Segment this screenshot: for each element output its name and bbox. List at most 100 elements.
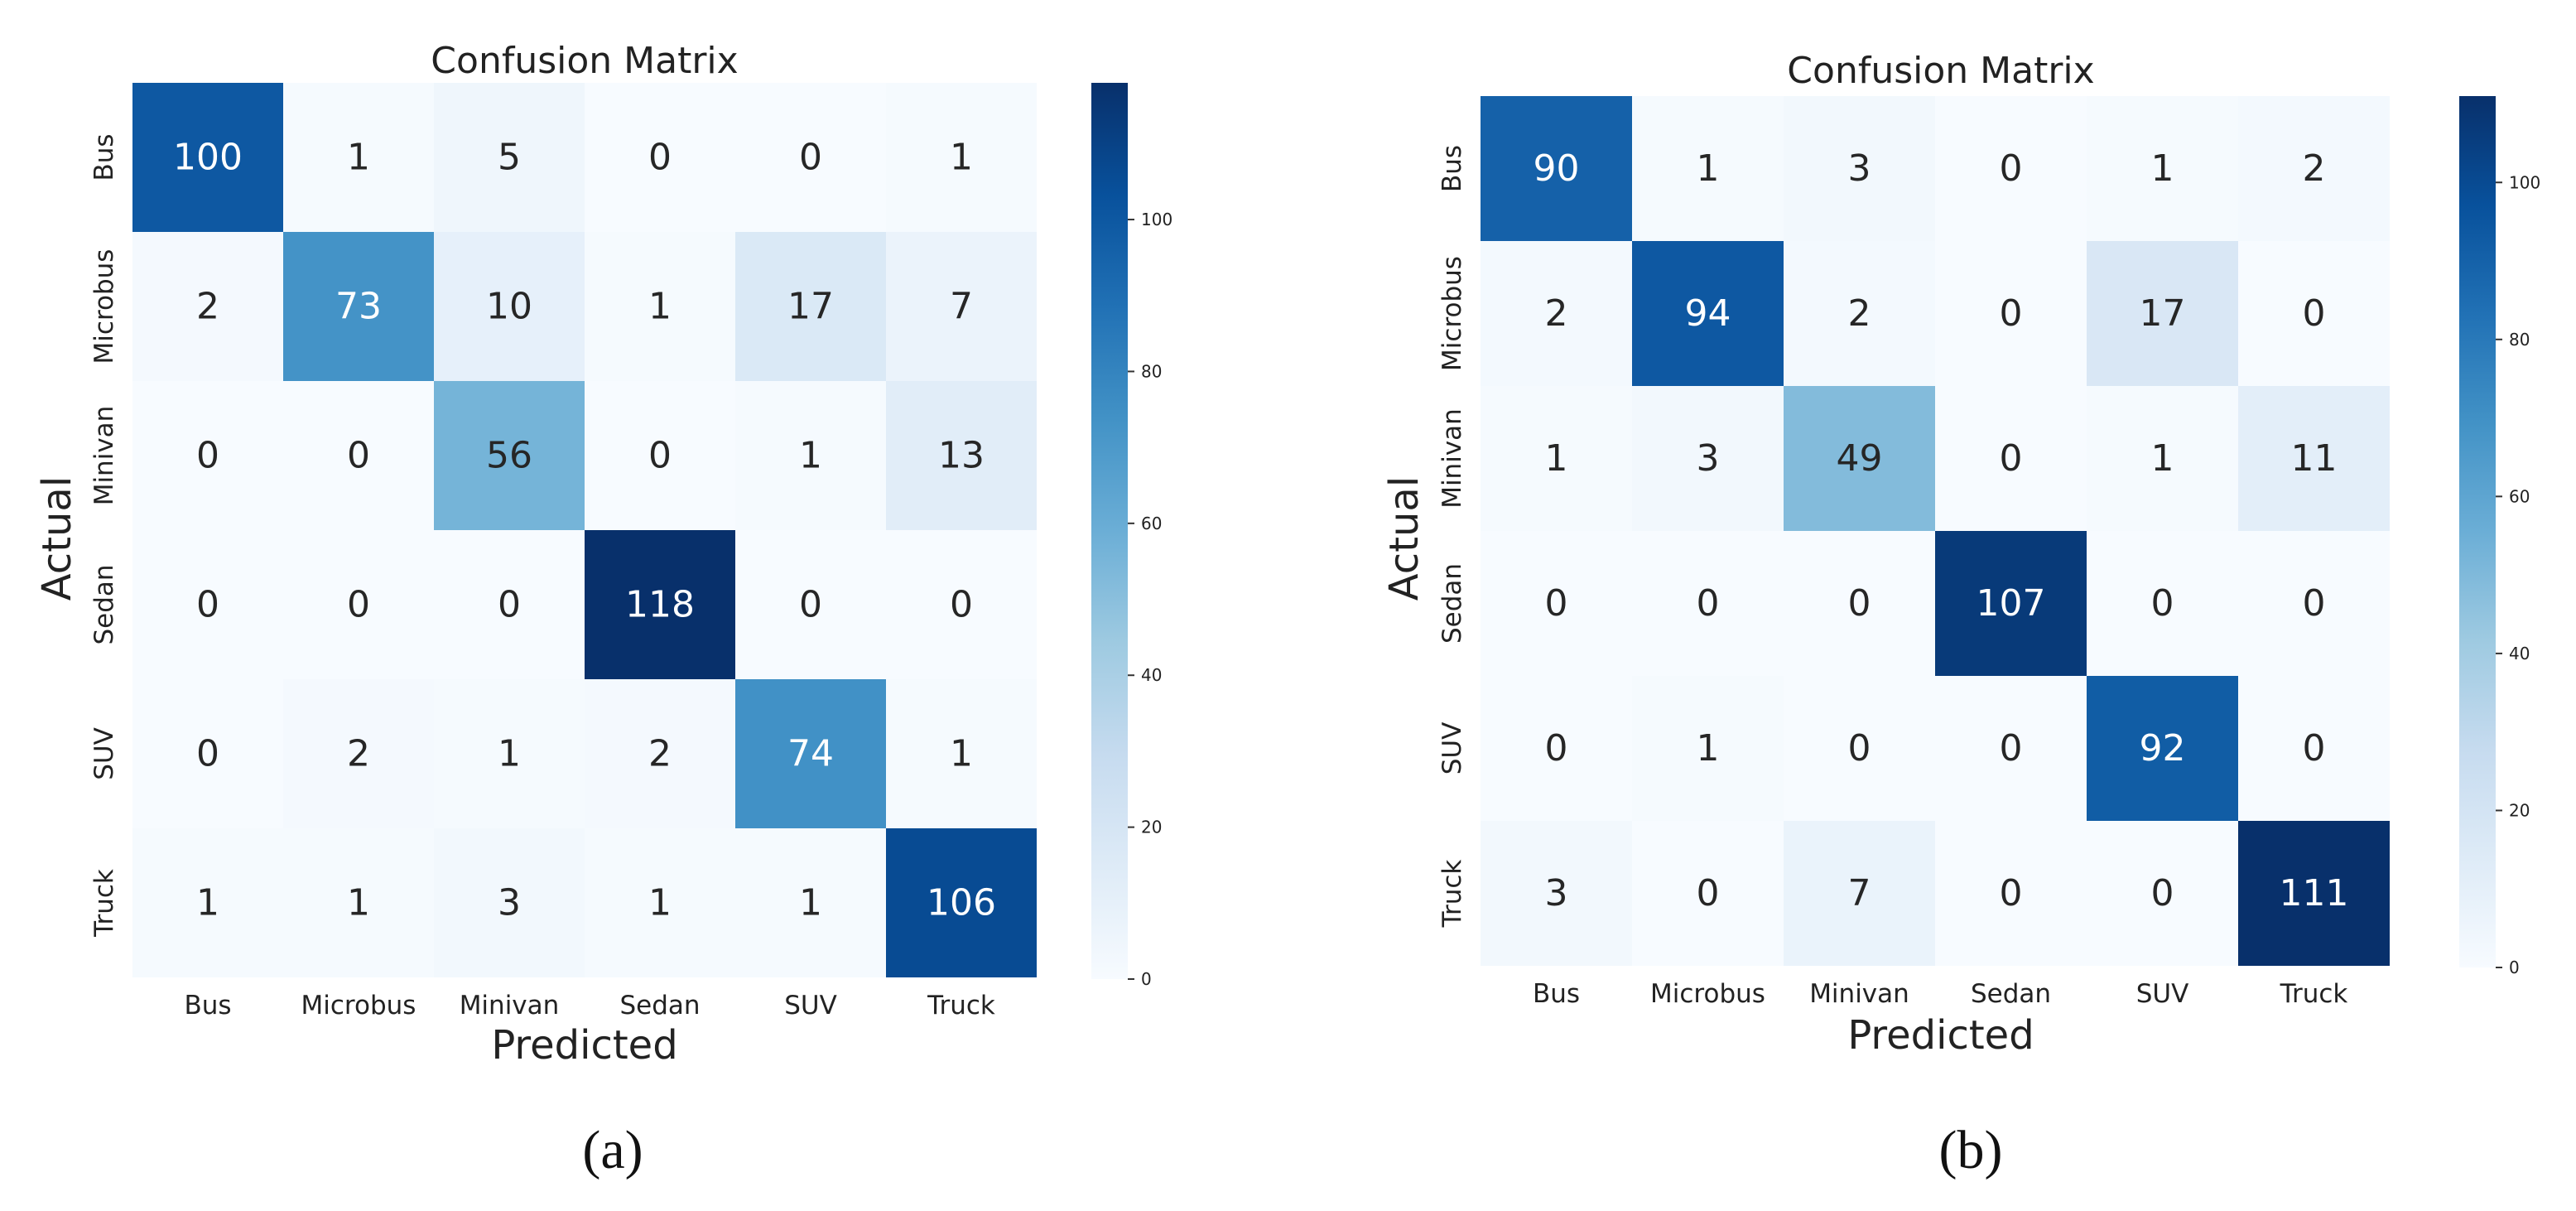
cell-value-label: 5	[498, 137, 521, 179]
x-tick-label: Minivan	[1809, 979, 1909, 1009]
heatmap-cell	[886, 381, 1037, 530]
cell-value-label: 1	[648, 882, 672, 924]
heatmap-cell	[735, 381, 886, 530]
cell-value-label: 0	[498, 584, 521, 626]
cell-value-label: 0	[2000, 292, 2023, 335]
y-axis-label: Actual	[1381, 476, 1428, 601]
cell-value-label: 0	[648, 435, 672, 477]
heatmap-cell	[434, 232, 585, 381]
y-tick-label: SUV	[89, 727, 119, 780]
heatmap-cell	[1632, 531, 1784, 676]
heatmap-cell	[434, 530, 585, 679]
heatmap-cell	[1935, 531, 2087, 676]
y-tick-label: Truck	[89, 869, 119, 938]
colorbar-tick-label: 60	[2509, 486, 2530, 506]
heatmap-cell	[1481, 386, 1632, 531]
cell-value-label: 0	[1545, 582, 1568, 625]
cell-value-label: 1	[950, 137, 973, 179]
heatmap-cell	[1632, 96, 1784, 241]
cell-value-label: 90	[1534, 147, 1580, 190]
heatmap-cell	[283, 381, 434, 530]
y-axis-label: Actual	[34, 476, 80, 601]
x-tick-label: Truck	[927, 991, 995, 1020]
heatmap-cell	[1481, 241, 1632, 386]
heatmap-cell	[2087, 241, 2238, 386]
cell-value-label: 0	[196, 435, 219, 477]
cell-value-label: 0	[2000, 872, 2023, 914]
heatmap-cell	[1481, 96, 1632, 241]
heatmap-cell	[735, 83, 886, 232]
heatmap-cell	[735, 530, 886, 679]
cell-value-label: 0	[2000, 437, 2023, 480]
heatmap-cell	[886, 232, 1037, 381]
heatmap-cell	[1784, 531, 1935, 676]
cell-value-label: 13	[938, 435, 985, 477]
heatmap-cell	[585, 530, 735, 679]
cell-value-label: 1	[950, 733, 973, 775]
y-tick-label: Minivan	[89, 406, 119, 506]
heatmap-cells	[132, 83, 1037, 977]
chart-title: Confusion Matrix	[1787, 50, 2094, 92]
colorbar-tick-label: 0	[1141, 969, 1152, 989]
heatmap-cells	[1481, 96, 2390, 966]
x-axis-label: Predicted	[1847, 1012, 2034, 1059]
heatmap-cell	[1481, 531, 1632, 676]
heatmap-cell	[1935, 386, 2087, 531]
x-tick-labels: Bus Microbus Minivan Sedan SUV Truck	[1533, 979, 2347, 1009]
cell-value-label: 92	[2140, 727, 2186, 770]
heatmap-cell	[132, 381, 283, 530]
heatmap-cell	[434, 381, 585, 530]
cell-value-label: 2	[1848, 292, 1871, 335]
cell-value-label: 0	[1697, 872, 1720, 914]
cell-value-label: 2	[1545, 292, 1568, 335]
cell-value-label: 1	[498, 733, 521, 775]
y-tick-label: Microbus	[1437, 256, 1467, 371]
colorbar-ticks: 0 20 40 60 80 100	[2496, 172, 2540, 977]
x-tick-labels: Bus Microbus Minivan Sedan SUV Truck	[184, 991, 994, 1020]
y-tick-label: Sedan	[1437, 563, 1467, 644]
heatmap-cell	[1784, 821, 1935, 966]
heatmap-cell	[2238, 821, 2390, 966]
colorbar-tick-label: 20	[1141, 818, 1162, 837]
cell-value-label: 3	[1545, 872, 1568, 914]
heatmap-cell	[2087, 676, 2238, 821]
x-tick-label: Microbus	[1650, 979, 1765, 1009]
cell-value-label: 49	[1837, 437, 1883, 480]
heatmap-cell	[735, 232, 886, 381]
heatmap-cell	[132, 83, 283, 232]
heatmap-cell	[283, 530, 434, 679]
heatmap-cell	[132, 679, 283, 828]
heatmap-cell	[2238, 241, 2390, 386]
cell-value-label: 1	[1545, 437, 1568, 480]
cell-value-label: 1	[196, 882, 219, 924]
y-tick-label: Microbus	[89, 249, 119, 364]
heatmap-cell	[132, 530, 283, 679]
cell-value-label: 0	[196, 733, 219, 775]
heatmap-cell	[2238, 386, 2390, 531]
cell-value-label: 10	[486, 286, 532, 328]
heatmap-cell	[735, 679, 886, 828]
cell-value-label: 1	[347, 137, 370, 179]
y-tick-label: SUV	[1437, 722, 1467, 775]
cell-value-label: 2	[2303, 147, 2326, 190]
heatmap-cell	[132, 828, 283, 977]
heatmap-cell	[886, 679, 1037, 828]
heatmap-cell	[886, 83, 1037, 232]
heatmap-cell	[1481, 676, 1632, 821]
cell-value-label: 56	[486, 435, 532, 477]
heatmap-cell	[1784, 386, 1935, 531]
x-tick-label: Bus	[1533, 979, 1580, 1009]
colorbar	[1091, 83, 1128, 979]
heatmap-cell	[1935, 676, 2087, 821]
x-tick-label: SUV	[784, 991, 837, 1020]
x-tick-label: Sedan	[619, 991, 700, 1020]
x-tick-label: Minivan	[460, 991, 560, 1020]
panel-label: (a)	[582, 1120, 643, 1180]
chart-title: Confusion Matrix	[431, 40, 738, 82]
cell-value-label: 0	[1848, 727, 1871, 770]
cell-value-label: 111	[2280, 872, 2349, 914]
heatmap-cell	[1935, 821, 2087, 966]
heatmap-cell	[434, 828, 585, 977]
y-tick-labels: Bus Microbus Minivan Sedan SUV Truck	[1437, 145, 1467, 928]
